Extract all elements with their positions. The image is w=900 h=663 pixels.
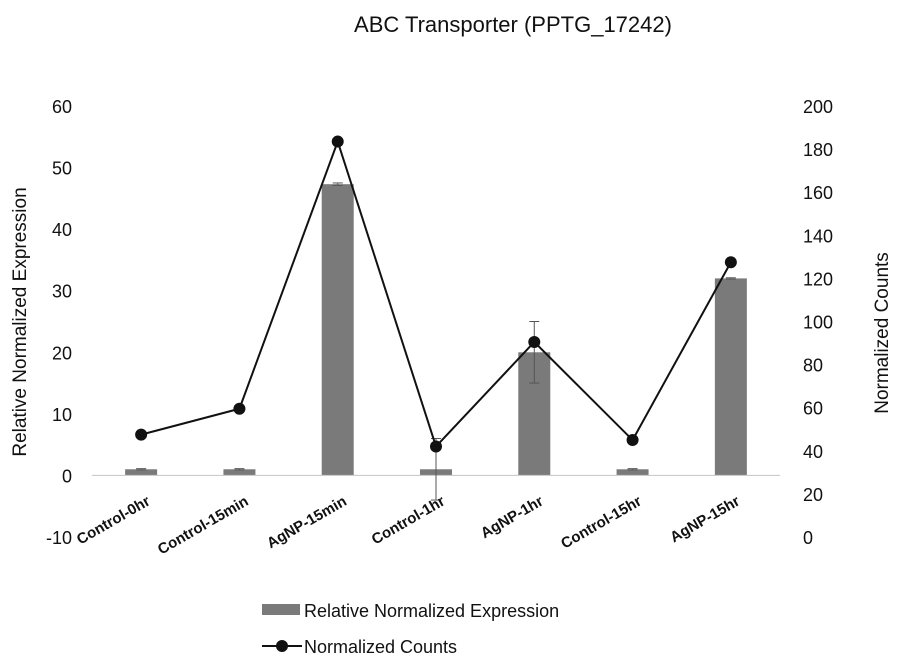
y-tick-right: 40: [803, 442, 823, 462]
y-tick-right: 180: [803, 140, 833, 160]
y-tick-right: 100: [803, 313, 833, 333]
y-tick-right: 80: [803, 356, 823, 376]
series-line: [140, 138, 732, 449]
line-point: [233, 402, 246, 415]
chart-title: ABC Transporter (PPTG_17242): [354, 12, 672, 37]
bar: [321, 184, 354, 476]
y-tick-right: 60: [803, 399, 823, 419]
y-tick-left: 50: [52, 159, 72, 179]
y-tick-right: 200: [803, 97, 833, 117]
y-tick-right: 140: [803, 226, 833, 246]
y-tick-left: 60: [52, 97, 72, 117]
line-point: [135, 428, 148, 441]
y-tick-right: 160: [803, 183, 833, 203]
x-tick-label: Control-1hr: [369, 493, 448, 549]
y-axis-label-right: Normalized Counts: [872, 252, 893, 414]
bar: [125, 469, 158, 476]
legend-bar-label: Relative Normalized Expression: [304, 601, 559, 621]
y-tick-left: 40: [52, 220, 72, 240]
x-tick-label: AgNP-1hr: [478, 493, 547, 542]
legend: Relative Normalized Expression Normalize…: [262, 601, 559, 657]
y-tick-right: 120: [803, 269, 833, 289]
line-point: [626, 434, 639, 447]
plot-area: -10 0 10 20 30 40 50 60 0 20 40 60 80 100 120 140 160 180…: [46, 97, 833, 558]
x-tick-label: AgNP-15hr: [667, 493, 743, 547]
x-tick-label: AgNP-15min: [264, 493, 350, 552]
y-tick-right: 20: [803, 485, 823, 505]
legend-bar-swatch: [262, 604, 300, 615]
y-tick-left: -10: [46, 528, 72, 548]
x-tick-label: Control-15hr: [558, 493, 645, 553]
y-axis-label-left: Relative Normalized Expression: [10, 187, 31, 456]
legend-line-label: Normalized Counts: [304, 637, 457, 657]
y-tick-left: 0: [62, 466, 72, 486]
y-tick-left: 10: [52, 405, 72, 425]
bar: [223, 469, 256, 476]
y-tick-left: 20: [52, 343, 72, 363]
y-tick-right: 0: [803, 528, 813, 548]
line-point: [430, 440, 442, 453]
bar: [616, 469, 649, 476]
legend-line-marker: [276, 640, 288, 652]
line-point: [724, 256, 737, 269]
x-tick-label: Control-15min: [155, 493, 252, 559]
y-tick-left: 30: [52, 282, 72, 302]
line-point: [331, 135, 344, 148]
line-point: [528, 335, 541, 348]
bar: [714, 278, 747, 476]
x-tick-label: Control-0hr: [74, 493, 153, 549]
